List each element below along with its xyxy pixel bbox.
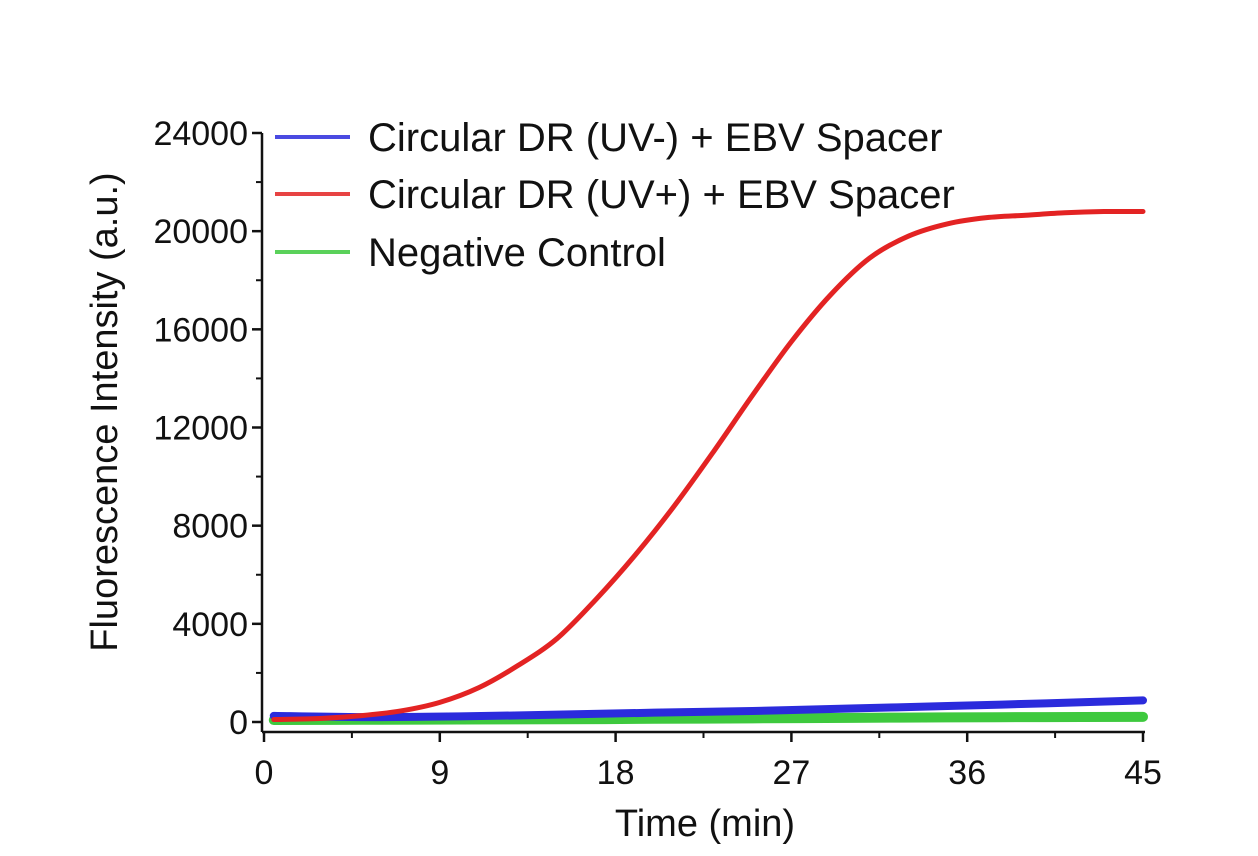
y-tick-label: 8000 [172,508,248,546]
x-tick-label: 18 [597,754,635,792]
y-tick-label: 12000 [153,410,248,448]
legend: Circular DR (UV-) + EBV Spacer Circular D… [275,116,955,275]
legend-label: Negative Control [368,231,666,275]
ticks: 0 9 18 27 36 45 0 4000 8000 12000 16000 20000 24000 [153,115,1161,792]
legend-label: Circular DR (UV+) + EBV Spacer [368,173,955,217]
legend-label: Circular DR (UV-) + EBV Spacer [368,116,943,160]
y-axis-label: Fluorescence Intensity (a.u.) [84,172,126,651]
series-layer [268,208,1148,726]
y-tick-label: 4000 [172,606,248,644]
y-tick-label: 24000 [153,115,248,153]
y-tick-label: 20000 [153,213,248,251]
y-tick-label: 0 [229,704,248,742]
x-tick-label: 27 [772,754,810,792]
series-line-1 [271,208,1146,723]
x-tick-label: 9 [430,754,449,792]
series-line-0 [269,696,1147,722]
y-tick-label: 16000 [153,311,248,349]
x-tick-label: 0 [255,754,274,792]
x-axis-label: Time (min) [615,803,795,845]
axes [260,133,1145,734]
x-tick-label: 36 [948,754,986,792]
x-tick-label: 45 [1124,754,1162,792]
